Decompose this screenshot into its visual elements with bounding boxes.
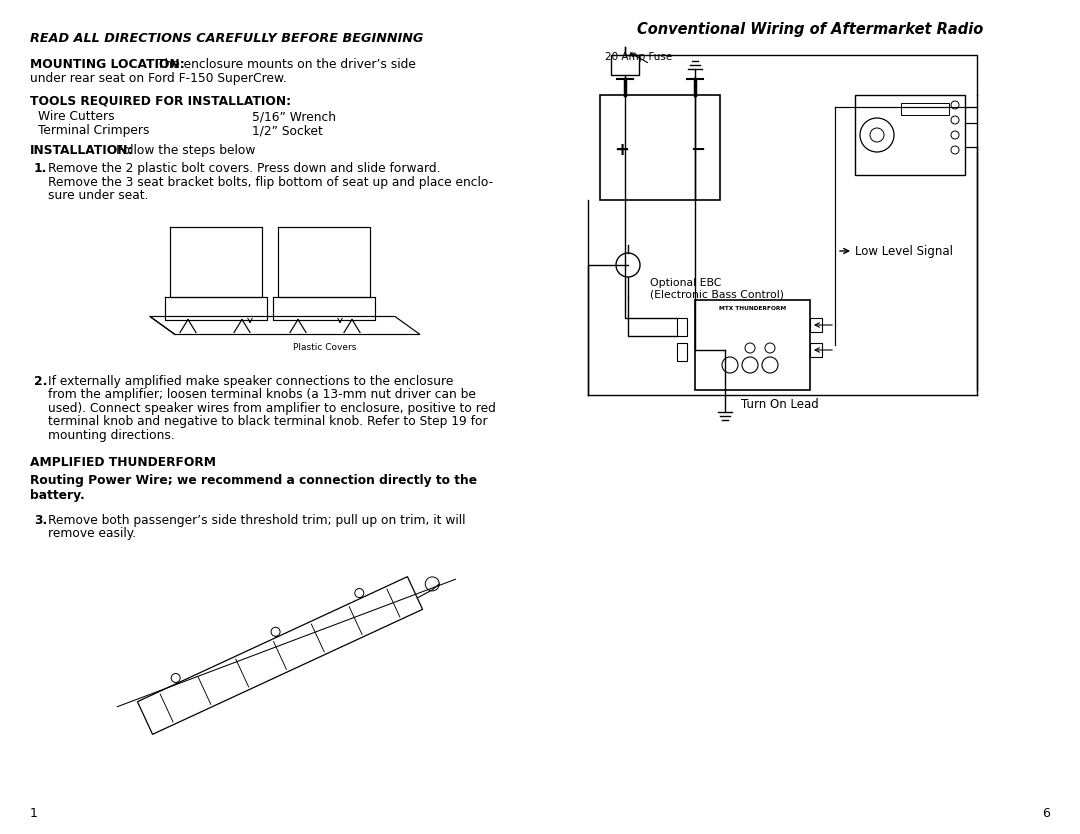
Text: 5/16” Wrench: 5/16” Wrench: [252, 110, 336, 123]
Text: INSTALLATION:: INSTALLATION:: [30, 144, 134, 157]
Text: 1.: 1.: [33, 162, 48, 175]
Text: MOUNTING LOCATION:: MOUNTING LOCATION:: [30, 58, 185, 71]
Text: +: +: [615, 140, 630, 158]
Text: READ ALL DIRECTIONS CAREFULLY BEFORE BEGINNING: READ ALL DIRECTIONS CAREFULLY BEFORE BEG…: [30, 32, 423, 45]
Text: −: −: [690, 140, 705, 158]
Text: 1: 1: [30, 807, 38, 820]
Text: Low Level Signal: Low Level Signal: [855, 244, 953, 258]
Text: 1/2” Socket: 1/2” Socket: [252, 124, 323, 137]
Text: Remove the 2 plastic bolt covers. Press down and slide forward.: Remove the 2 plastic bolt covers. Press …: [48, 162, 441, 175]
Text: 2.: 2.: [33, 374, 48, 388]
Text: battery.: battery.: [30, 489, 84, 502]
Text: terminal knob and negative to black terminal knob. Refer to Step 19 for: terminal knob and negative to black term…: [48, 415, 488, 428]
Text: AMPLIFIED THUNDERFORM: AMPLIFIED THUNDERFORM: [30, 456, 216, 469]
Text: mounting directions.: mounting directions.: [48, 429, 175, 441]
Text: If externally amplified make speaker connections to the enclosure: If externally amplified make speaker con…: [48, 374, 454, 388]
Text: from the amplifier; loosen terminal knobs (a 13-mm nut driver can be: from the amplifier; loosen terminal knob…: [48, 388, 476, 401]
Text: Follow the steps below: Follow the steps below: [116, 144, 255, 157]
Text: sure under seat.: sure under seat.: [48, 189, 149, 202]
Text: TOOLS REQUIRED FOR INSTALLATION:: TOOLS REQUIRED FOR INSTALLATION:: [30, 94, 292, 107]
Text: used). Connect speaker wires from amplifier to enclosure, positive to red: used). Connect speaker wires from amplif…: [48, 401, 496, 414]
Text: Optional EBC
(Electronic Bass Control): Optional EBC (Electronic Bass Control): [650, 278, 784, 299]
Text: MTX THUNDERFORM: MTX THUNDERFORM: [719, 306, 786, 311]
Text: Wire Cutters: Wire Cutters: [38, 110, 114, 123]
Text: Plastic Covers: Plastic Covers: [294, 343, 356, 351]
Text: Routing Power Wire; we recommend a connection directly to the: Routing Power Wire; we recommend a conne…: [30, 474, 477, 487]
Text: 20 Amp Fuse: 20 Amp Fuse: [605, 52, 672, 62]
Text: Remove the 3 seat bracket bolts, flip bottom of seat up and place enclo-: Remove the 3 seat bracket bolts, flip bo…: [48, 175, 494, 188]
Text: The enclosure mounts on the driver’s side: The enclosure mounts on the driver’s sid…: [157, 58, 416, 71]
Text: 6: 6: [1042, 807, 1050, 820]
Text: remove easily.: remove easily.: [48, 527, 136, 540]
Text: under rear seat on Ford F-150 SuperCrew.: under rear seat on Ford F-150 SuperCrew.: [30, 72, 287, 85]
Text: Terminal Crimpers: Terminal Crimpers: [38, 124, 149, 137]
Text: Turn On Lead: Turn On Lead: [741, 398, 819, 411]
Text: 3.: 3.: [33, 514, 48, 527]
Text: Remove both passenger’s side threshold trim; pull up on trim, it will: Remove both passenger’s side threshold t…: [48, 514, 465, 527]
Text: Conventional Wiring of Aftermarket Radio: Conventional Wiring of Aftermarket Radio: [637, 22, 983, 37]
